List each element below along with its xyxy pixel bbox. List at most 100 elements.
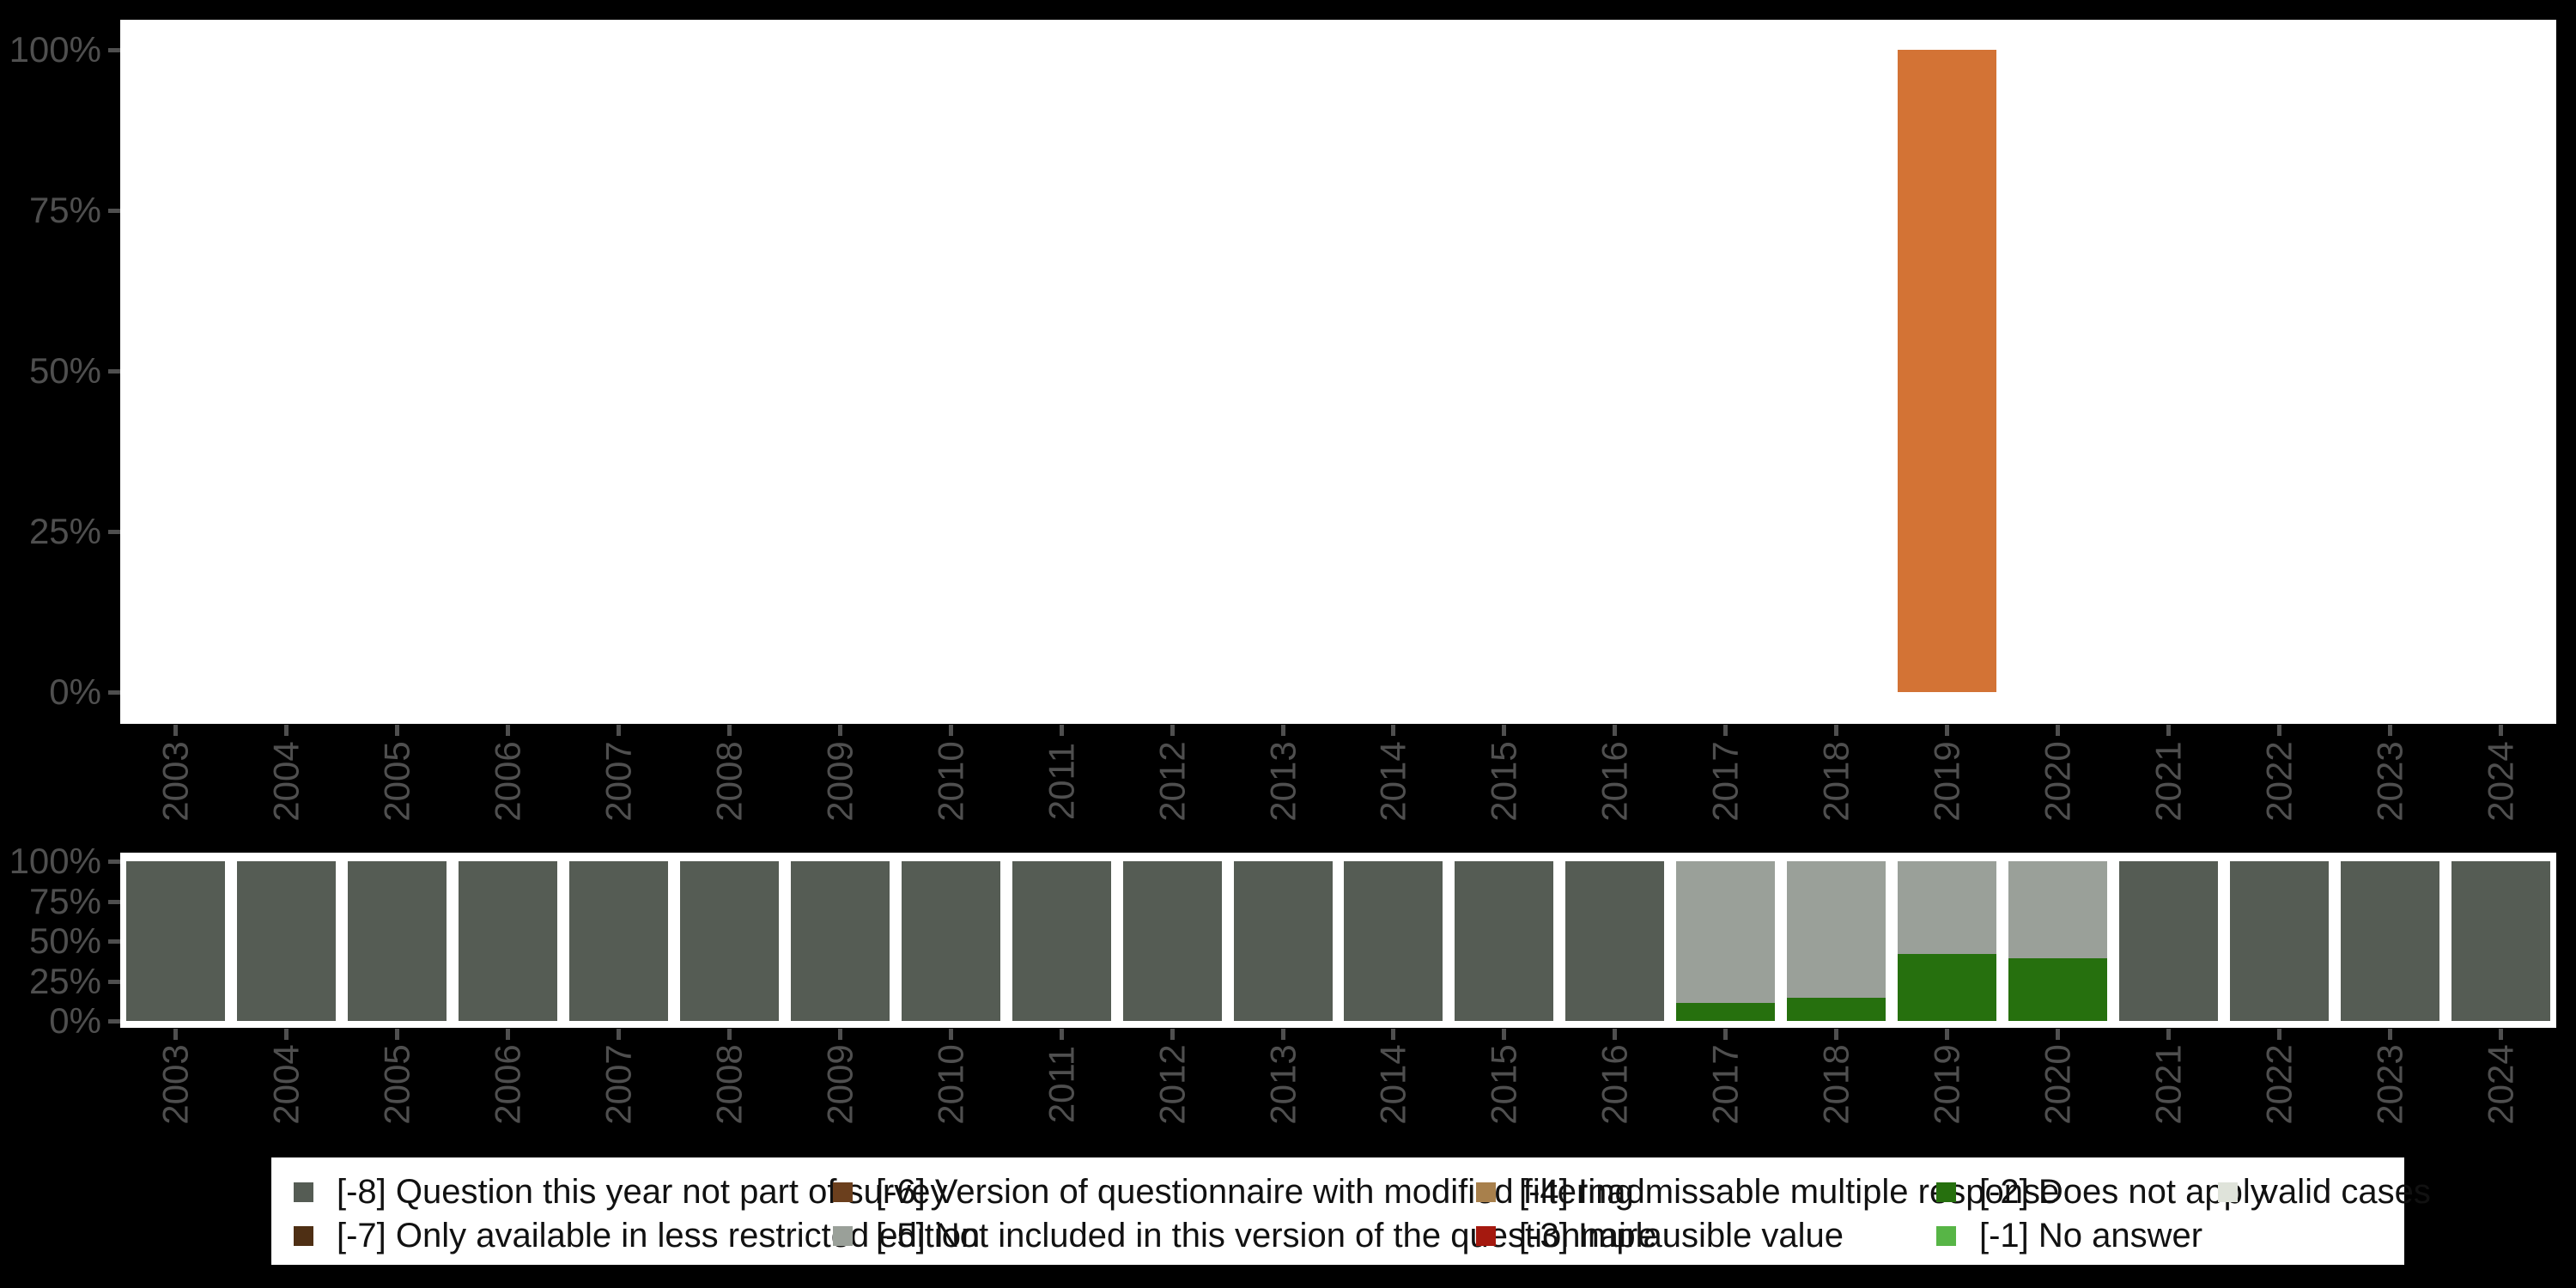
x-axis-tick: [505, 1029, 510, 1040]
legend-swatch: [294, 1226, 313, 1246]
stack-segment-2019: [1898, 861, 1997, 954]
y-axis-label: 75%: [28, 880, 101, 921]
x-axis-tick: [2056, 725, 2061, 736]
x-axis-tick: [2499, 725, 2504, 736]
x-axis-tick: [1170, 1029, 1175, 1040]
x-axis-label: 2005: [376, 741, 417, 822]
stack-segment-2005: [347, 861, 447, 1021]
x-axis-label: 2017: [1704, 1044, 1746, 1125]
x-axis-label: 2012: [1151, 741, 1193, 822]
x-axis-label: 2024: [2480, 1044, 2521, 1125]
x-axis-label: 2007: [598, 741, 639, 822]
stack-segment-2012: [1122, 861, 1222, 1021]
x-axis-label: 2022: [2258, 741, 2300, 822]
x-axis-tick: [1059, 725, 1064, 736]
x-axis-tick: [1834, 1029, 1839, 1040]
x-axis-label: 2021: [2148, 741, 2189, 822]
x-axis-tick: [726, 1029, 732, 1040]
x-axis-tick: [1723, 725, 1728, 736]
stack-segment-2010: [901, 861, 1000, 1021]
stack-segment-2013: [1233, 861, 1333, 1021]
x-axis-tick: [1834, 725, 1839, 736]
stack-segment-2014: [1344, 861, 1443, 1021]
y-axis-label: 50%: [28, 920, 101, 961]
x-axis-tick: [2056, 1029, 2061, 1040]
x-axis-label: 2008: [708, 741, 750, 822]
legend-label: valid cases: [2261, 1173, 2431, 1211]
y-axis-tick: [108, 530, 120, 534]
x-axis-tick: [837, 725, 842, 736]
x-axis-label: 2016: [1594, 1044, 1635, 1125]
x-axis-label: 2007: [598, 1044, 639, 1125]
stack-segment-2004: [236, 861, 336, 1021]
x-axis-tick: [2388, 725, 2393, 736]
x-axis-tick: [616, 1029, 621, 1040]
x-axis-label: 2012: [1151, 1044, 1193, 1125]
x-axis-tick: [394, 1029, 399, 1040]
stack-segment-2017: [1676, 861, 1776, 1003]
x-axis-tick: [837, 1029, 842, 1040]
legend-swatch: [1476, 1226, 1496, 1246]
x-axis-label: 2018: [1815, 741, 1856, 822]
y-axis-tick: [108, 369, 120, 374]
x-axis-label: 2017: [1704, 741, 1746, 822]
y-axis-tick: [108, 1019, 120, 1024]
x-axis-tick: [1945, 1029, 1950, 1040]
y-axis-tick: [108, 209, 120, 213]
legend-swatch: [2218, 1182, 2238, 1202]
y-axis-label: 75%: [28, 190, 101, 230]
x-axis-label: 2010: [930, 1044, 971, 1125]
x-axis-tick: [726, 725, 732, 736]
x-axis-label: 2014: [1372, 741, 1413, 822]
stack-segment-2022: [2230, 861, 2330, 1021]
x-axis-label: 2020: [2037, 1044, 2078, 1125]
y-axis-label: 100%: [9, 29, 101, 70]
y-axis-label: 0%: [49, 1000, 101, 1041]
bar-2019: [1898, 50, 1997, 692]
x-axis-tick: [394, 725, 399, 736]
x-axis-label: 2015: [1483, 741, 1524, 822]
stack-segment-2020: [2008, 861, 2108, 959]
y-axis-label: 25%: [28, 960, 101, 1001]
x-axis-label: 2004: [265, 741, 307, 822]
stack-segment-2018: [1787, 861, 1886, 999]
x-axis-tick: [2166, 1029, 2172, 1040]
x-axis-label: 2015: [1483, 1044, 1524, 1125]
legend-swatch: [1476, 1182, 1496, 1202]
x-axis-label: 2003: [155, 1044, 196, 1125]
x-axis-tick: [1613, 725, 1618, 736]
stack-segment-2015: [1455, 861, 1554, 1021]
x-axis-label: 2022: [2258, 1044, 2300, 1125]
legend-label: [-7] Only available in less restricted e…: [337, 1217, 981, 1255]
legend-label: [-3] Implausible value: [1519, 1217, 1844, 1255]
x-axis-label: 2019: [1926, 741, 1967, 822]
x-axis-label: 2024: [2480, 741, 2521, 822]
legend-label: [-6] Version of questionnaire with modif…: [876, 1173, 1634, 1211]
stack-segment-2024: [2451, 861, 2551, 1021]
legend-swatch: [833, 1226, 853, 1246]
y-axis-label: 100%: [9, 841, 101, 881]
x-axis-tick: [1502, 725, 1507, 736]
y-axis-label: 25%: [28, 511, 101, 551]
legend-label: [-5] Not included in this version of the…: [876, 1217, 1657, 1255]
stack-segment-2018: [1787, 998, 1886, 1021]
x-axis-tick: [283, 725, 289, 736]
y-axis-tick: [108, 48, 120, 52]
x-axis-tick: [1391, 1029, 1396, 1040]
legend-swatch: [1936, 1226, 1956, 1246]
x-axis-tick: [1059, 1029, 1064, 1040]
x-axis-tick: [283, 1029, 289, 1040]
x-axis-label: 2014: [1372, 1044, 1413, 1125]
x-axis-tick: [948, 725, 953, 736]
x-axis-label: 2016: [1594, 741, 1635, 822]
x-axis-label: 2009: [819, 1044, 860, 1125]
legend-swatch: [294, 1182, 313, 1202]
x-axis-label: 2023: [2369, 741, 2410, 822]
x-axis-label: 2020: [2037, 741, 2078, 822]
x-axis-tick: [1502, 1029, 1507, 1040]
x-axis-label: 2013: [1262, 1044, 1303, 1125]
x-axis-tick: [948, 1029, 953, 1040]
x-axis-label: 2009: [819, 741, 860, 822]
x-axis-tick: [2166, 725, 2172, 736]
